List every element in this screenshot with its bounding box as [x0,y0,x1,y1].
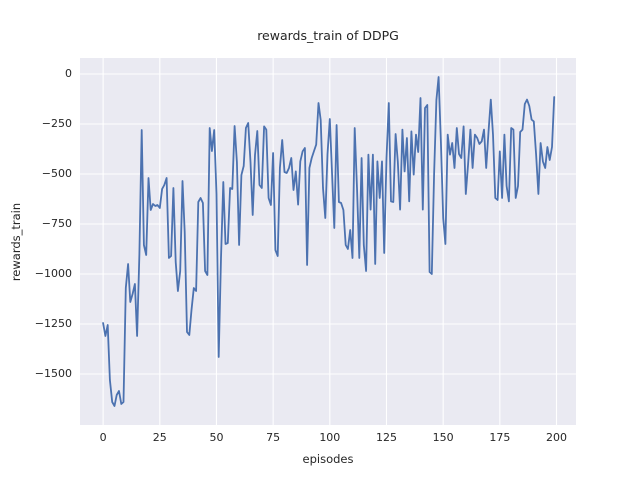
x-tick-label: 125 [375,431,397,444]
x-tick-label: 25 [152,431,167,444]
y-tick-label: −500 [41,167,72,180]
grid-lines [80,58,576,425]
y-tick-label: −250 [41,117,72,130]
plot-panel-background [80,58,576,425]
rewards-line-series [102,76,556,407]
y-axis-label: rewards_train [9,202,23,282]
x-tick-label: 50 [209,431,224,444]
x-tick-label: 75 [266,431,281,444]
x-axis-label: episodes [302,452,354,466]
y-tick-label: 0 [65,67,72,80]
y-tick-label: −1250 [34,317,72,330]
y-tick-label: −1000 [34,267,72,280]
x-tick-label: 150 [432,431,454,444]
x-tick-label: 100 [319,431,341,444]
x-tick-label: 0 [99,431,107,444]
chart-title: rewards_train of DDPG [257,28,399,43]
x-tick-label: 175 [489,431,511,444]
y-tick-label: −1500 [34,367,72,380]
y-tick-label: −750 [41,217,72,230]
x-tick-label: 200 [546,431,567,444]
